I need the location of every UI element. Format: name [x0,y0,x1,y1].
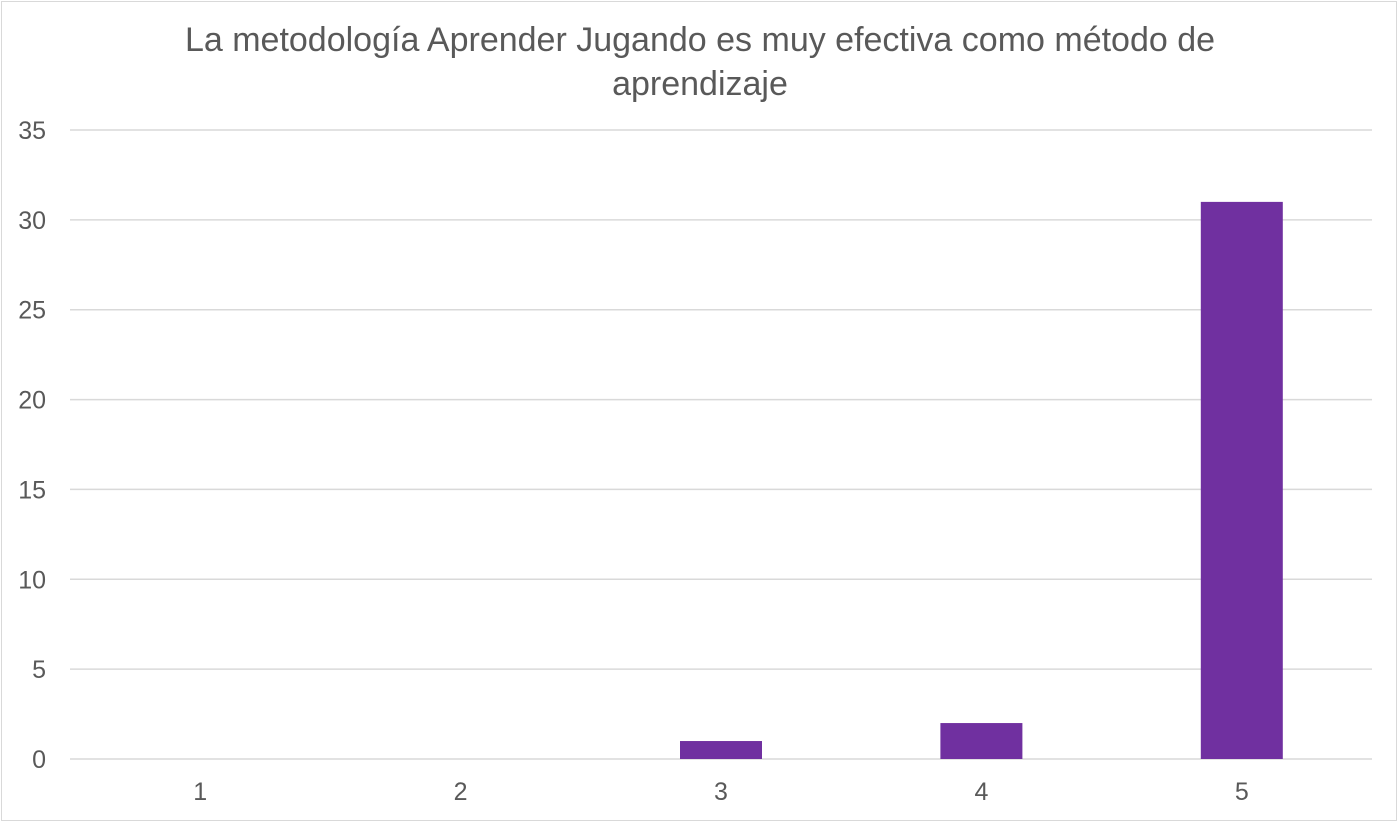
y-axis-tick-labels: 0 5 10 15 20 25 30 35 [18,117,46,774]
chart-title: La metodología Aprender Jugando es muy e… [184,21,1216,103]
x-axis-tick-labels: 1 2 3 4 5 [193,778,1249,806]
gridlines [70,129,1372,760]
y-tick-label: 35 [18,117,46,145]
y-tick-label: 20 [18,387,46,415]
x-tick-label: 5 [1235,778,1249,806]
y-tick-label: 25 [18,297,46,325]
y-tick-label: 5 [32,656,46,684]
bars [680,201,1283,759]
y-tick-label: 0 [32,746,46,774]
bar-3 [680,741,762,759]
y-tick-label: 15 [18,476,46,504]
y-tick-label: 10 [18,566,46,594]
x-tick-label: 4 [974,778,988,806]
bar-5 [1200,201,1283,759]
y-tick-label: 30 [18,207,46,235]
bar-4 [940,723,1023,759]
x-tick-label: 2 [454,778,468,806]
x-tick-label: 3 [714,778,728,806]
x-tick-label: 1 [193,778,207,806]
